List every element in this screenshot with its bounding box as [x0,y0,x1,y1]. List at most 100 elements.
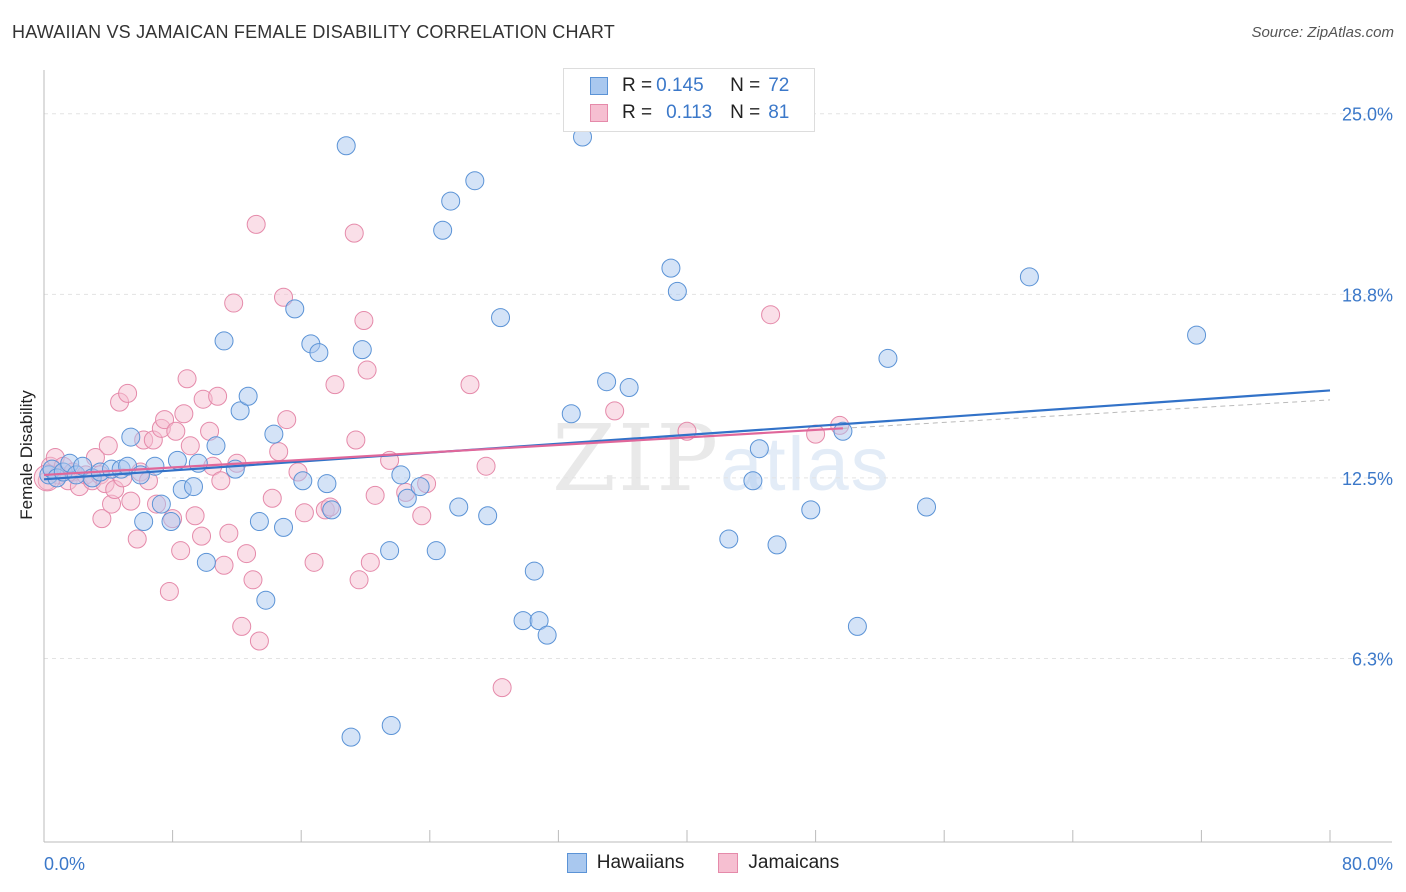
series-legend: Hawaiians Jamaicans [0,852,1406,874]
legend-label-hawaiians: Hawaiians [596,852,685,873]
jamaican-point [262,488,282,508]
legend-n-value: 72 [768,75,790,96]
jamaican-point [185,506,205,526]
jamaican-point [761,305,781,325]
jamaican-point [246,214,266,234]
jamaicans-trend-extension [842,399,1331,429]
hawaiian-point [249,512,269,532]
hawaiian-point [661,258,681,278]
hawaiian-point [433,220,453,240]
hawaiian-point [293,471,313,491]
jamaican-point [243,570,263,590]
legend-r-value: 0.113 [666,102,713,123]
legend-n-label: N = [730,75,761,96]
hawaiian-point [1019,267,1039,287]
hawaiian-point [767,535,787,555]
jamaican-point [274,287,294,307]
jamaican-point [219,523,239,543]
jamaican-point [177,369,197,389]
jamaican-point [166,421,186,441]
x-tick-label: 0.0% [44,854,85,874]
jamaicans-swatch [590,104,608,122]
hawaiian-point [667,281,687,301]
hawaiian-point [341,727,361,747]
legend-r-label: R = [622,102,653,123]
correlation-legend: R = 0.145 N = 72 R = 0.113 N = 81 [563,68,815,132]
hawaiian-point [380,541,400,561]
legend-item-jamaicans: Jamaicans [718,852,839,874]
legend-r-value: 0.145 [656,75,704,96]
jamaican-point [277,410,297,430]
legend-n-label: N = [730,102,761,123]
hawaiian-point [274,517,294,537]
hawaiian-point [619,378,639,398]
jamaican-point [294,503,314,523]
legend-item-hawaiians: Hawaiians [566,852,685,874]
hawaiian-point [309,343,329,363]
legend-n-value: 81 [768,102,790,123]
legend-label-jamaicans: Jamaicans [748,852,840,873]
jamaican-point [344,223,364,243]
jamaican-point [346,430,366,450]
jamaican-point [360,552,380,572]
hawaiian-point [449,497,469,517]
jamaican-point [249,631,269,651]
jamaican-point [211,471,231,491]
hawaiian-point [561,404,581,424]
hawaiian-point [230,401,250,421]
hawaiian-point [256,590,276,610]
jamaican-point [98,436,118,456]
jamaican-point [269,442,289,462]
hawaiian-point [238,386,258,406]
jamaican-point [127,529,147,549]
jamaican-point [92,509,112,529]
jamaican-point [806,424,826,444]
jamaican-point [354,311,374,331]
hawaiian-point [513,611,533,631]
hawaiian-point [161,512,181,532]
hawaiian-point [833,421,853,441]
jamaican-point [224,293,244,313]
hawaiian-point [336,136,356,156]
jamaican-point [365,485,385,505]
hawaiian-point [749,439,769,459]
tick-labels: 6.3% 12.5% 18.8% 25.0% 0.0% 80.0% [44,105,1393,874]
source-credit: Source: ZipAtlas.com [1251,24,1394,41]
hawaiians-trend-line [43,389,1331,481]
jamaican-point [208,386,228,406]
x-tick-label: 80.0% [1342,854,1393,874]
axes [43,70,1392,843]
hawaiian-point [381,715,401,735]
jamaican-point [118,383,138,403]
jamaican-point [180,436,200,456]
hawaiian-point [1187,325,1207,345]
jamaican-point [159,581,179,601]
jamaican-point [492,678,512,698]
hawaiian-point [878,348,898,368]
y-tick-label: 6.3% [1352,649,1393,669]
y-axis-label: Female Disability [17,390,36,520]
hawaiian-point [391,465,411,485]
hawaiian-point [478,506,498,526]
legend-row-jamaicans: R = 0.113 N = 81 [590,101,789,125]
jamaicans-trend-line [43,427,843,477]
jamaican-point [155,410,175,430]
jamaican-point [357,360,377,380]
jamaican-point [232,616,252,636]
hawaiian-point [529,611,549,631]
hawaiian-point [465,171,485,191]
y-tick-label: 18.8% [1342,285,1393,305]
jamaican-point [237,544,257,564]
jamaican-point [171,541,191,561]
jamaican-point [192,526,212,546]
hawaiian-point [397,488,417,508]
hawaiian-point [352,340,372,360]
jamaican-point [476,456,496,476]
hawaiian-point [196,552,216,572]
hawaiian-point [743,471,763,491]
y-tick-label: 25.0% [1342,105,1393,125]
jamaican-point [349,570,369,590]
hawaiians-legend-swatch [566,853,587,873]
hawaiian-point [322,500,342,520]
legend-row-hawaiians: R = 0.145 N = 72 [590,74,789,98]
